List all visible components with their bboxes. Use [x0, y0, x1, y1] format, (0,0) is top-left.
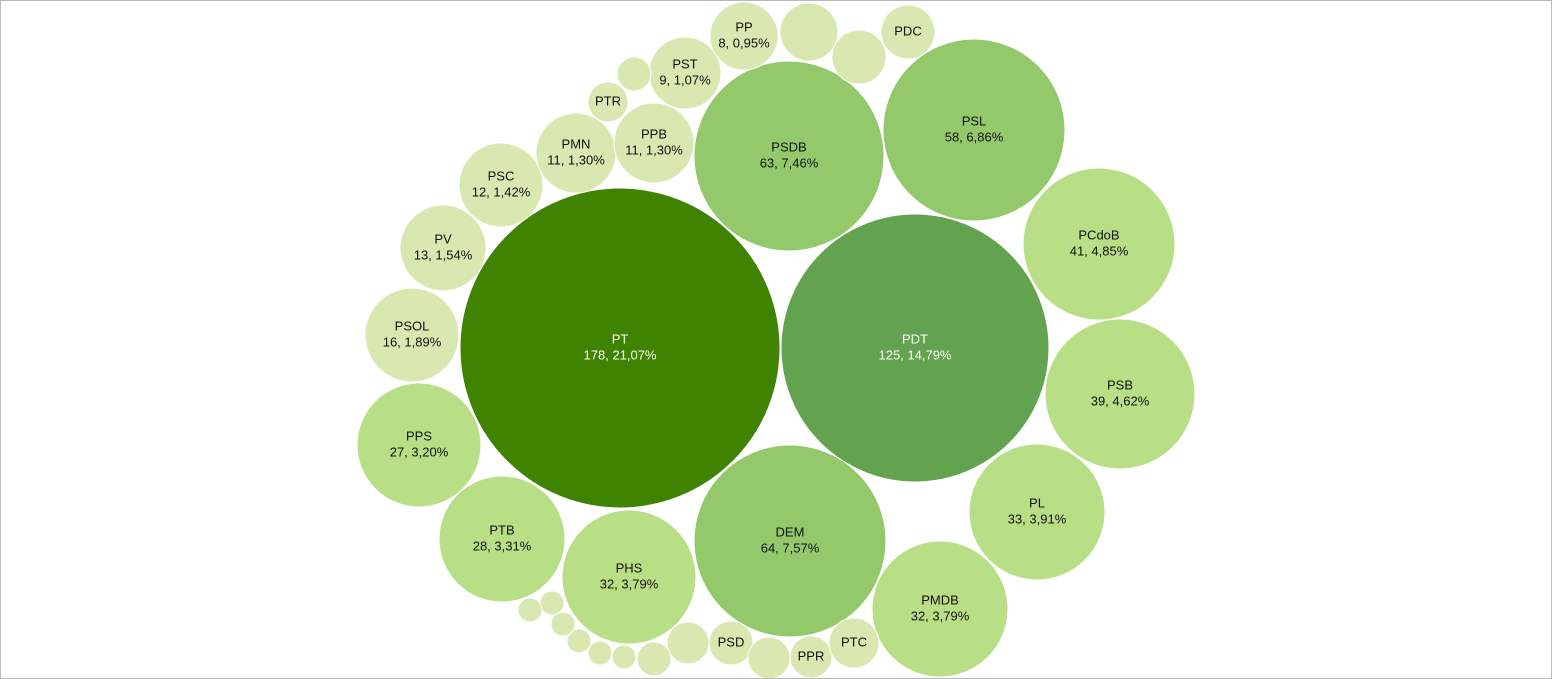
bubble-circle-ptb	[438, 475, 566, 603]
bubble-u10	[550, 611, 576, 637]
bubble-circle-u5	[747, 636, 791, 678]
bubble-circle-u4	[666, 621, 710, 665]
bubble-circle-psdb	[693, 60, 885, 252]
bubble-circle-u6	[636, 641, 672, 677]
bubble-circle-pps	[356, 382, 482, 508]
bubble-circle-pdt	[780, 213, 1050, 483]
bubble-psd: PSD	[708, 620, 754, 666]
bubble-ppr: PPR	[789, 635, 833, 678]
bubble-circle-pv	[399, 204, 487, 292]
bubble-circle-u3	[616, 56, 652, 92]
bubble-ptc: PTC	[828, 617, 880, 669]
bubble-circle-phs	[561, 509, 697, 645]
bubble-circle-ptc	[828, 617, 880, 669]
bubble-circle-u10	[550, 611, 576, 637]
bubble-u3	[616, 56, 652, 92]
bubble-circle-u9	[566, 628, 592, 654]
bubble-circle-psc	[458, 142, 544, 228]
bubble-circle-ppb	[613, 102, 695, 184]
bubble-circle-dem	[693, 444, 887, 638]
bubble-u4	[666, 621, 710, 665]
bubble-pdc: PDC	[880, 4, 936, 60]
bubble-circle-pt	[459, 187, 781, 509]
bubble-circle-ppr	[789, 635, 833, 678]
bubble-circle-pst	[648, 36, 722, 110]
bubble-ptr: PTR	[587, 81, 629, 123]
bubble-u5	[747, 636, 791, 678]
bubble-circle-pl	[968, 443, 1106, 581]
bubble-circle-pmn	[535, 112, 617, 194]
bubble-circle-pcdob	[1022, 167, 1176, 321]
bubble-u6	[636, 641, 672, 677]
bubble-circle-pp	[709, 1, 779, 71]
bubble-circle-psb	[1044, 318, 1196, 470]
bubble-pp: PP8, 0,95%	[709, 1, 779, 71]
bubble-circle-u2	[831, 29, 887, 85]
bubble-circle-pmdb	[871, 540, 1009, 678]
bubble-u9	[566, 628, 592, 654]
bubble-u2	[831, 29, 887, 85]
bubble-circle-u8	[587, 640, 613, 666]
bubble-circle-psl	[882, 38, 1066, 222]
bubble-circle-u11	[539, 590, 565, 616]
bubble-circle-u1	[779, 2, 839, 62]
bubble-u12	[517, 597, 543, 623]
bubble-u1	[779, 2, 839, 62]
bubble-circle-u12	[517, 597, 543, 623]
bubble-circle-u7	[611, 644, 637, 670]
bubble-circle-pdc	[880, 4, 936, 60]
bubble-u7	[611, 644, 637, 670]
bubble-u8	[587, 640, 613, 666]
bubble-circle-psd	[708, 620, 754, 666]
bubble-u11	[539, 590, 565, 616]
bubble-circle-psol	[364, 287, 460, 383]
bubble-circle-ptr	[587, 81, 629, 123]
